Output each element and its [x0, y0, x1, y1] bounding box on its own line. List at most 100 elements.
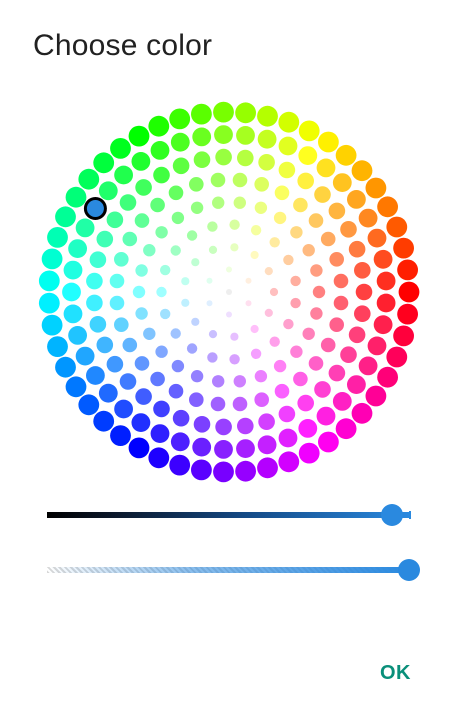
color-swatch[interactable]	[86, 294, 103, 312]
color-swatch[interactable]	[257, 435, 277, 455]
color-swatch[interactable]	[235, 460, 256, 482]
color-swatch[interactable]	[155, 345, 168, 358]
alpha-slider-track[interactable]	[47, 567, 409, 573]
color-swatch[interactable]	[171, 211, 185, 225]
color-swatch[interactable]	[47, 336, 68, 357]
color-swatch[interactable]	[169, 108, 191, 130]
color-swatch[interactable]	[278, 405, 296, 423]
color-swatch[interactable]	[86, 272, 103, 290]
color-swatch[interactable]	[214, 125, 233, 144]
color-swatch[interactable]	[257, 105, 278, 127]
color-swatch[interactable]	[86, 366, 105, 385]
color-swatch[interactable]	[365, 385, 387, 407]
color-swatch[interactable]	[186, 230, 198, 241]
alpha-slider[interactable]	[47, 555, 420, 585]
color-swatch[interactable]	[348, 326, 366, 344]
color-swatch[interactable]	[170, 245, 181, 256]
color-swatch[interactable]	[229, 219, 240, 230]
color-swatch[interactable]	[269, 336, 280, 347]
color-swatch[interactable]	[170, 328, 181, 339]
color-swatch[interactable]	[354, 262, 371, 279]
color-swatch[interactable]	[290, 226, 303, 239]
color-swatch[interactable]	[376, 271, 396, 291]
color-swatch[interactable]	[213, 101, 234, 123]
color-swatch[interactable]	[377, 366, 398, 388]
color-swatch[interactable]	[128, 125, 150, 147]
color-swatch[interactable]	[290, 275, 301, 287]
color-swatch[interactable]	[236, 439, 255, 458]
color-swatch[interactable]	[293, 197, 308, 213]
color-swatch[interactable]	[347, 375, 366, 394]
color-swatch[interactable]	[290, 345, 303, 358]
color-swatch[interactable]	[193, 151, 211, 168]
color-swatch[interactable]	[273, 359, 287, 373]
color-swatch[interactable]	[93, 152, 115, 174]
color-swatch[interactable]	[283, 318, 294, 330]
color-swatch[interactable]	[38, 292, 60, 314]
color-swatch[interactable]	[386, 346, 408, 368]
color-swatch[interactable]	[347, 190, 366, 209]
color-swatch[interactable]	[314, 381, 331, 398]
color-swatch[interactable]	[397, 259, 418, 281]
color-swatch[interactable]	[135, 264, 148, 277]
color-swatch[interactable]	[75, 218, 95, 238]
color-swatch[interactable]	[278, 111, 300, 133]
color-swatch[interactable]	[298, 120, 320, 142]
color-swatch[interactable]	[63, 304, 83, 324]
color-swatch[interactable]	[148, 447, 170, 469]
color-swatch[interactable]	[207, 352, 218, 363]
color-swatch[interactable]	[245, 277, 252, 284]
color-swatch[interactable]	[168, 185, 184, 201]
color-swatch[interactable]	[153, 166, 170, 184]
color-swatch[interactable]	[114, 251, 129, 267]
color-swatch[interactable]	[250, 324, 259, 334]
color-swatch[interactable]	[273, 211, 287, 225]
color-swatch[interactable]	[318, 431, 339, 453]
color-swatch[interactable]	[316, 158, 336, 178]
color-swatch[interactable]	[110, 425, 131, 446]
color-swatch[interactable]	[278, 451, 300, 473]
color-swatch[interactable]	[393, 237, 414, 259]
color-swatch[interactable]	[298, 146, 318, 166]
color-swatch[interactable]	[208, 330, 218, 339]
color-swatch[interactable]	[153, 400, 170, 418]
color-swatch[interactable]	[354, 305, 371, 323]
color-swatch[interactable]	[333, 295, 349, 311]
color-swatch[interactable]	[302, 327, 315, 340]
color-swatch[interactable]	[62, 282, 81, 302]
color-swatch[interactable]	[293, 371, 308, 387]
color-swatch[interactable]	[160, 264, 171, 276]
color-swatch[interactable]	[367, 336, 387, 356]
color-swatch[interactable]	[190, 201, 204, 214]
color-swatch[interactable]	[298, 419, 318, 438]
color-swatch[interactable]	[98, 383, 118, 403]
color-swatch[interactable]	[169, 454, 191, 476]
color-swatch[interactable]	[41, 248, 63, 270]
color-swatch[interactable]	[75, 346, 95, 366]
color-swatch[interactable]	[226, 311, 232, 318]
color-swatch[interactable]	[192, 127, 212, 147]
color-swatch[interactable]	[278, 428, 298, 448]
color-swatch[interactable]	[373, 249, 393, 269]
color-swatch[interactable]	[135, 179, 152, 196]
color-swatch[interactable]	[150, 197, 165, 213]
color-swatch[interactable]	[206, 300, 213, 307]
color-swatch[interactable]	[258, 413, 275, 431]
color-swatch[interactable]	[215, 148, 232, 166]
color-swatch[interactable]	[172, 409, 190, 427]
color-swatch[interactable]	[274, 185, 290, 201]
color-swatch[interactable]	[278, 161, 296, 179]
color-swatch[interactable]	[358, 208, 378, 228]
color-swatch[interactable]	[134, 213, 150, 228]
color-swatch[interactable]	[106, 211, 124, 229]
color-swatch[interactable]	[335, 418, 357, 440]
color-swatch[interactable]	[310, 307, 323, 320]
color-swatch[interactable]	[172, 157, 190, 175]
ok-button[interactable]: OK	[380, 662, 411, 684]
color-swatch[interactable]	[233, 375, 246, 388]
color-swatch[interactable]	[122, 337, 138, 353]
color-swatch[interactable]	[328, 364, 346, 382]
color-swatch[interactable]	[365, 177, 387, 199]
color-swatch[interactable]	[68, 239, 87, 258]
color-swatch[interactable]	[135, 388, 152, 405]
